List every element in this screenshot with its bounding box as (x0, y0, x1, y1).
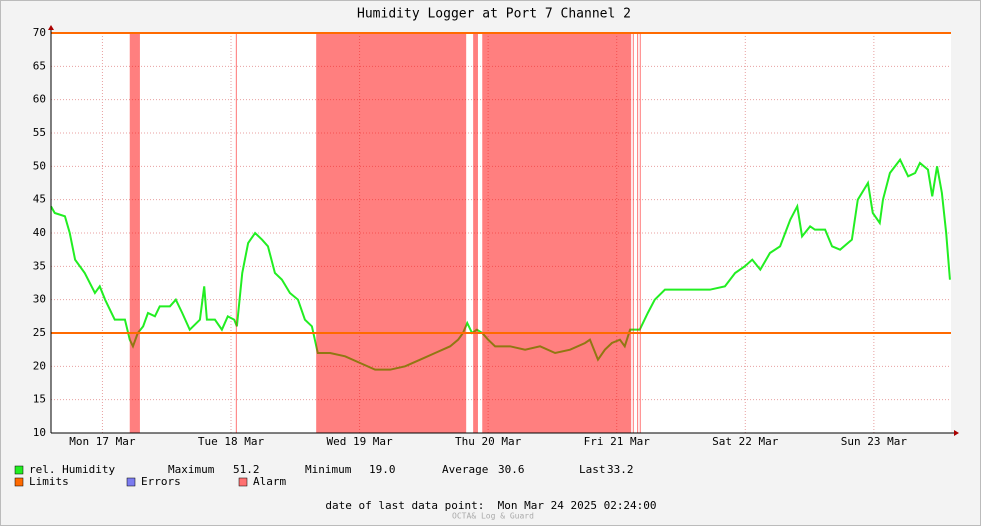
alarm-band (639, 33, 641, 433)
alarm-band (129, 33, 140, 433)
y-tick-label: 20 (33, 359, 46, 372)
stat-value: 33.2 (607, 463, 634, 476)
x-tick-label: Sun 23 Mar (841, 435, 908, 448)
alarm-band (632, 33, 634, 433)
x-arrow (954, 430, 959, 436)
stat-name: Maximum (168, 463, 215, 476)
y-arrow (48, 25, 54, 30)
alarm-band (316, 33, 467, 433)
stat-name: Minimum (305, 463, 352, 476)
legend-label: Alarm (253, 475, 286, 488)
x-tick-label: Fri 21 Mar (584, 435, 651, 448)
y-tick-label: 50 (33, 159, 46, 172)
alarm-band (235, 33, 237, 433)
legend-swatch (238, 477, 248, 487)
stat-name: Average (442, 463, 488, 476)
legend-swatch (14, 465, 24, 475)
legend-label: Errors (141, 475, 181, 488)
y-tick-label: 35 (33, 259, 46, 272)
watermark: OCTA& Log & Guard (452, 512, 534, 521)
y-tick-label: 40 (33, 226, 46, 239)
chart-title: Humidity Logger at Port 7 Channel 2 (357, 7, 631, 22)
x-tick-label: Mon 17 Mar (69, 435, 136, 448)
alarm-band (482, 33, 632, 433)
y-tick-label: 10 (33, 426, 46, 439)
alarm-band (637, 33, 639, 433)
legend-swatch (126, 477, 136, 487)
y-tick-label: 65 (33, 59, 46, 72)
legend-label: Limits (29, 475, 69, 488)
y-tick-label: 70 (33, 26, 46, 39)
y-tick-label: 60 (33, 93, 46, 106)
y-tick-label: 30 (33, 293, 46, 306)
alarm-band (473, 33, 478, 433)
legend-swatch (14, 477, 24, 487)
x-tick-label: Thu 20 Mar (455, 435, 522, 448)
y-tick-label: 45 (33, 193, 46, 206)
stat-name: Last (579, 463, 606, 476)
y-tick-label: 25 (33, 326, 46, 339)
x-tick-label: Tue 18 Mar (198, 435, 265, 448)
legend-label: rel. Humidity (29, 463, 115, 476)
y-tick-label: 55 (33, 126, 46, 139)
stat-value: 19.0 (369, 463, 396, 476)
stat-value: 30.6 (498, 463, 525, 476)
footer: date of last data point: Mon Mar 24 2025… (325, 499, 656, 512)
x-tick-label: Wed 19 Mar (326, 435, 393, 448)
y-tick-label: 15 (33, 393, 46, 406)
x-tick-label: Sat 22 Mar (712, 435, 779, 448)
stat-value: 51.2 (233, 463, 260, 476)
